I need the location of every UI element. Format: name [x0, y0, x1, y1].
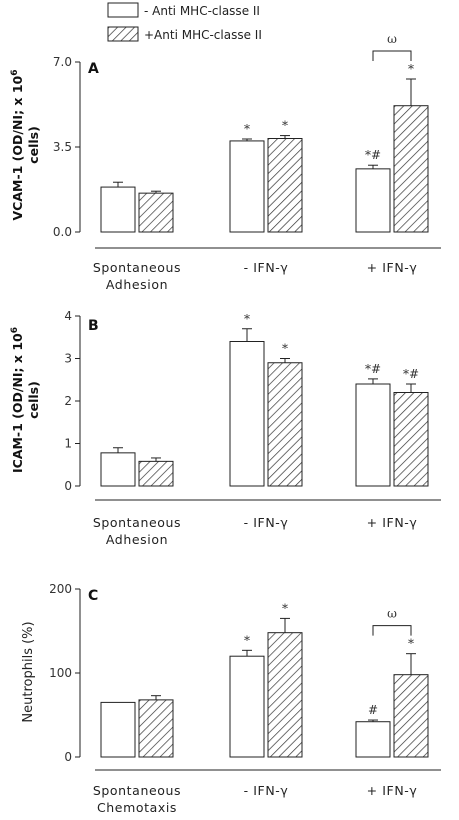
panel-b-y-tick-label: 2: [64, 394, 72, 408]
panel-c-bar: [267, 632, 303, 758]
panel-a-bracket-label: ω: [387, 32, 397, 46]
panel-c-comparison-bracket: [372, 625, 412, 636]
panel-a: A VCAM-1 (OD/NI; x 106 cells) 0.0 3.5 7.0 S…: [10, 32, 441, 292]
panel-b-category-label: - IFN-γ: [244, 515, 289, 530]
panel-c-significance-mark: *: [408, 637, 414, 651]
panel-c-y-tick-label: 0: [64, 750, 72, 764]
panel-a-comparison-bracket: [372, 50, 412, 61]
panel-a-bar: [138, 192, 174, 233]
panel-a-category-label: + IFN-γ: [367, 260, 418, 275]
panel-b-bar: [393, 392, 429, 487]
panel-b-significance-mark: *: [282, 342, 288, 356]
panel-b-ylabel-line2: cells): [26, 381, 41, 419]
panel-a-category-label: Spontaneous: [93, 260, 181, 275]
panel-b-significance-mark: *#: [365, 362, 381, 376]
panel-a-significance-mark: *: [408, 62, 414, 76]
panel-b-ylabel: ICAM-1 (OD/NI; x 106: [10, 327, 25, 473]
panel-b-bar: [138, 460, 174, 487]
panel-c-bracket-label: ω: [387, 607, 397, 621]
panel-b-bar: [100, 452, 136, 487]
panel-b-category-label: Adhesion: [106, 532, 168, 547]
panel-c-category-label: Chemotaxis: [97, 800, 177, 815]
panel-b-significance-mark: *#: [403, 367, 419, 381]
panel-c-significance-mark: *: [244, 633, 250, 647]
panel-c-bar: [229, 655, 265, 758]
panel-a-y-tick-label: 3.5: [53, 140, 72, 154]
panel-b-bar: [229, 341, 265, 487]
panel-c-significance-mark: *: [282, 601, 288, 615]
panel-c-bar: [355, 721, 391, 758]
panel-b-y-tick-label: 1: [64, 437, 72, 451]
panel-c-bar: [138, 699, 174, 758]
panel-c-bar: [393, 674, 429, 758]
legend-label-open: - Anti MHC-classe II: [144, 4, 260, 18]
panel-a-y-tick-label: 7.0: [53, 55, 72, 69]
panel-b-y-tick-label: 3: [64, 352, 72, 366]
panel-a-ylabel-line2: cells): [26, 126, 41, 164]
panel-a-plot: 0.0 3.5 7.0 Spontaneous Adhesion - IFN-γ + IFN…: [53, 32, 441, 292]
panel-label-c: C: [88, 588, 98, 604]
panel-c-bar: [100, 701, 136, 758]
panel-b-significance-mark: *: [244, 312, 250, 326]
panel-a-bar: [355, 168, 391, 233]
panel-a-ylabel: VCAM-1 (OD/NI; x 106: [10, 69, 25, 220]
panel-a-significance-mark: *: [282, 119, 288, 133]
legend-swatch-hatched: [107, 26, 139, 42]
panel-a-bar: [393, 105, 429, 233]
panel-b-y-tick-label: 4: [64, 309, 72, 323]
panel-b-bar: [267, 362, 303, 487]
panel-a-category-label: Adhesion: [106, 277, 168, 292]
panel-c: C Neutrophils (%) 0 100 200 Spontaneous Chem…: [21, 582, 441, 815]
panel-a-y-tick-label: 0.0: [53, 225, 72, 239]
panel-a-bar: [100, 186, 136, 233]
panel-label-a: A: [88, 61, 99, 77]
panel-a-significance-mark: *: [244, 122, 250, 136]
panel-b-category-label: + IFN-γ: [367, 515, 418, 530]
panel-c-category-label: - IFN-γ: [244, 783, 289, 798]
panel-c-plot: 0 100 200 Spontaneous Chemotaxis - IFN-γ + IFN…: [49, 582, 441, 815]
panel-c-ylabel: Neutrophils (%): [21, 621, 36, 722]
panel-label-b: B: [88, 318, 99, 334]
panel-c-category-label: Spontaneous: [93, 783, 181, 798]
legend: - Anti MHC-classe II +Anti MHC-classe II: [107, 2, 262, 42]
panel-b-plot: 0 1 2 3 4 Spontaneous Adhesion - IFN-γ + IFN-γ * *…: [64, 309, 441, 547]
panel-a-bar: [229, 140, 265, 233]
panel-b-bar: [355, 383, 391, 487]
panel-c-category-label: + IFN-γ: [367, 783, 418, 798]
panel-c-y-tick-label: 100: [49, 666, 72, 680]
panel-b-y-tick-label: 0: [64, 479, 72, 493]
panel-a-significance-mark: *#: [365, 148, 381, 162]
legend-swatch-open: [107, 2, 139, 18]
panel-a-category-label: - IFN-γ: [244, 260, 289, 275]
panel-b: B ICAM-1 (OD/NI; x 106 cells) 0 1 2 3 4 Spont…: [10, 309, 441, 547]
legend-label-hatched: +Anti MHC-classe II: [144, 28, 262, 42]
panel-b-category-label: Spontaneous: [93, 515, 181, 530]
panel-a-bar: [267, 138, 303, 233]
panel-c-significance-mark: #: [368, 703, 378, 717]
panel-c-y-tick-label: 200: [49, 582, 72, 596]
